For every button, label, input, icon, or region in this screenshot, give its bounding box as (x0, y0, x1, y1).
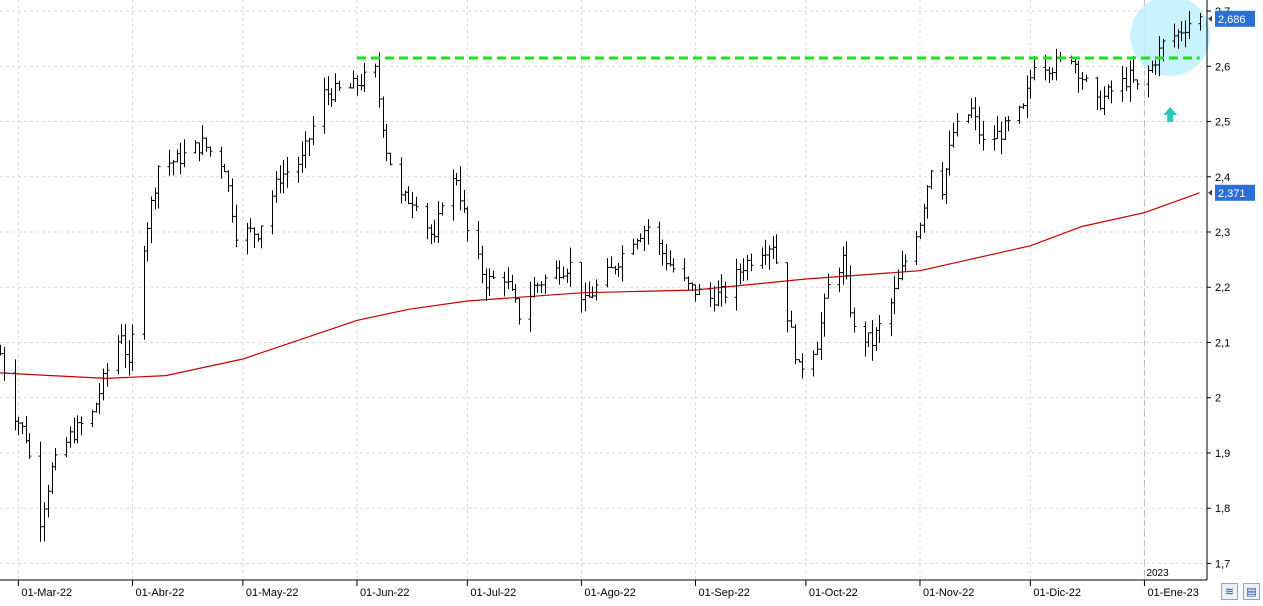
x-tick-label: 01-Nov-22 (923, 587, 974, 599)
ma-value-label: 2,371 (1218, 188, 1246, 200)
last-price-pointer (1208, 15, 1212, 22)
highlight-circle (1130, 0, 1211, 76)
x-tick-label: 01-Abr-22 (135, 587, 184, 599)
y-tick-label: 2 (1215, 393, 1221, 405)
x-tick-label: 01-Ene-23 (1147, 587, 1198, 599)
y-tick-label: 2,5 (1215, 117, 1230, 129)
ohlc-bar-layer (0, 10, 1203, 542)
floppy-disk-icon: ▤ (1246, 585, 1257, 598)
x-tick-label: 01-Dic-22 (1033, 587, 1081, 599)
y-tick-label: 2,1 (1215, 337, 1230, 349)
x-tick-label: 01-Mar-22 (21, 587, 72, 599)
moving-average-line (0, 192, 1200, 380)
x-tick-label: 01-Sep-22 (698, 587, 749, 599)
y-tick-label: 1,7 (1215, 558, 1230, 570)
last-price-label: 2,686 (1218, 14, 1246, 26)
moving-average-layer (0, 192, 1200, 380)
year-label: 2023 (1146, 568, 1169, 579)
y-tick-label: 1,8 (1215, 503, 1230, 515)
waveform-icon: ≋ (1224, 585, 1235, 598)
x-tick-label: 01-Ago-22 (584, 587, 635, 599)
save-button[interactable]: ▤ (1243, 583, 1260, 600)
ma-value-tag (1215, 184, 1255, 201)
y-tick-label: 2,2 (1215, 282, 1230, 294)
grid-layer (0, 0, 1207, 580)
y-tick-label: 2,4 (1215, 172, 1230, 184)
last-price-tag (1215, 10, 1255, 27)
x-tick-label: 01-May-22 (246, 587, 299, 599)
x-tick-label: 01-Jun-22 (360, 587, 410, 599)
y-tick-label: 2,6 (1215, 61, 1230, 73)
x-tick-label: 01-Oct-22 (809, 587, 858, 599)
x-tick-label: 01-Jul-22 (470, 587, 516, 599)
ma-value-pointer (1208, 189, 1212, 196)
y-tick-label: 1,9 (1215, 448, 1230, 460)
zoom-button[interactable]: ≋ (1221, 583, 1238, 600)
annotation-layer (1130, 0, 1211, 76)
y-tick-label: 2,3 (1215, 227, 1230, 239)
up-arrow-icon (1163, 107, 1178, 122)
